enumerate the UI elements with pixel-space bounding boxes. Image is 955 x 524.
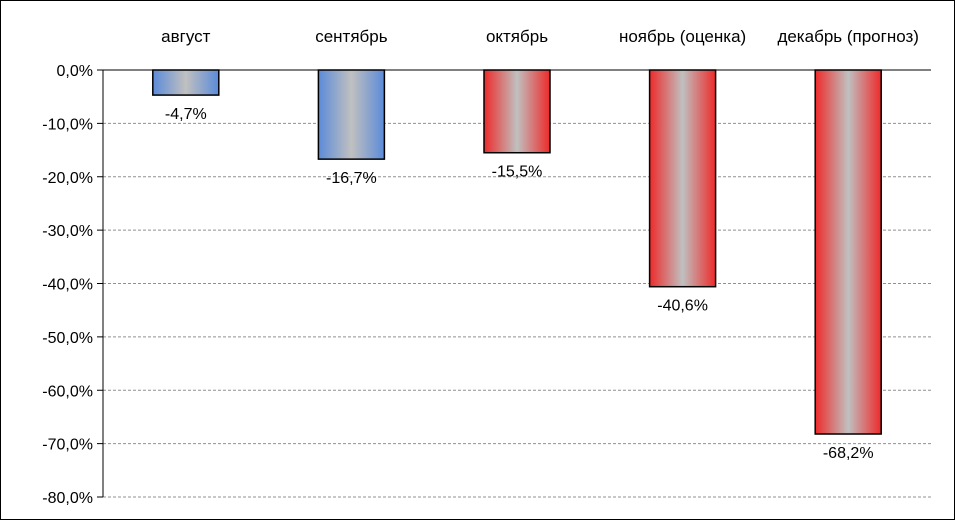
category-label: сентябрь bbox=[315, 27, 388, 46]
data-labels: -4,7% -16,7% -15,5% -40,6% -68,2% bbox=[165, 106, 874, 462]
category-label: декабрь (прогноз) bbox=[777, 27, 919, 46]
category-label: ноябрь (оценка) bbox=[619, 27, 746, 46]
bars bbox=[152, 69, 882, 435]
gridlines bbox=[103, 122, 931, 498]
data-label: -16,7% bbox=[326, 170, 377, 187]
bar bbox=[814, 69, 882, 435]
category-label: август bbox=[161, 27, 210, 46]
category-labels: август сентябрь октябрь ноябрь (оценка) дека… bbox=[161, 27, 919, 46]
data-label: -15,5% bbox=[492, 164, 543, 181]
y-tick-label: -20,0% bbox=[42, 170, 93, 187]
bar bbox=[317, 69, 386, 160]
data-label: -68,2% bbox=[823, 445, 874, 462]
data-label: -4,7% bbox=[165, 106, 207, 123]
y-tick-label: -60,0% bbox=[42, 383, 93, 400]
bar bbox=[152, 69, 220, 96]
y-tick-label: -80,0% bbox=[42, 490, 93, 507]
bar bbox=[648, 69, 717, 288]
y-tick-label: -10,0% bbox=[42, 116, 93, 133]
data-label: -40,6% bbox=[657, 298, 708, 315]
y-tick-label: -40,0% bbox=[42, 277, 93, 294]
bar bbox=[483, 69, 551, 154]
y-tick-label: -50,0% bbox=[42, 330, 93, 347]
y-tick-label: -30,0% bbox=[42, 223, 93, 240]
y-tick-label: -70,0% bbox=[42, 437, 93, 454]
y-tick-label: 0,0% bbox=[57, 63, 93, 80]
value-axis: 0,0% -10,0% -20,0% -30,0% -40,0% -50,0% -60,0%… bbox=[42, 63, 931, 507]
category-label: октябрь bbox=[486, 27, 548, 46]
